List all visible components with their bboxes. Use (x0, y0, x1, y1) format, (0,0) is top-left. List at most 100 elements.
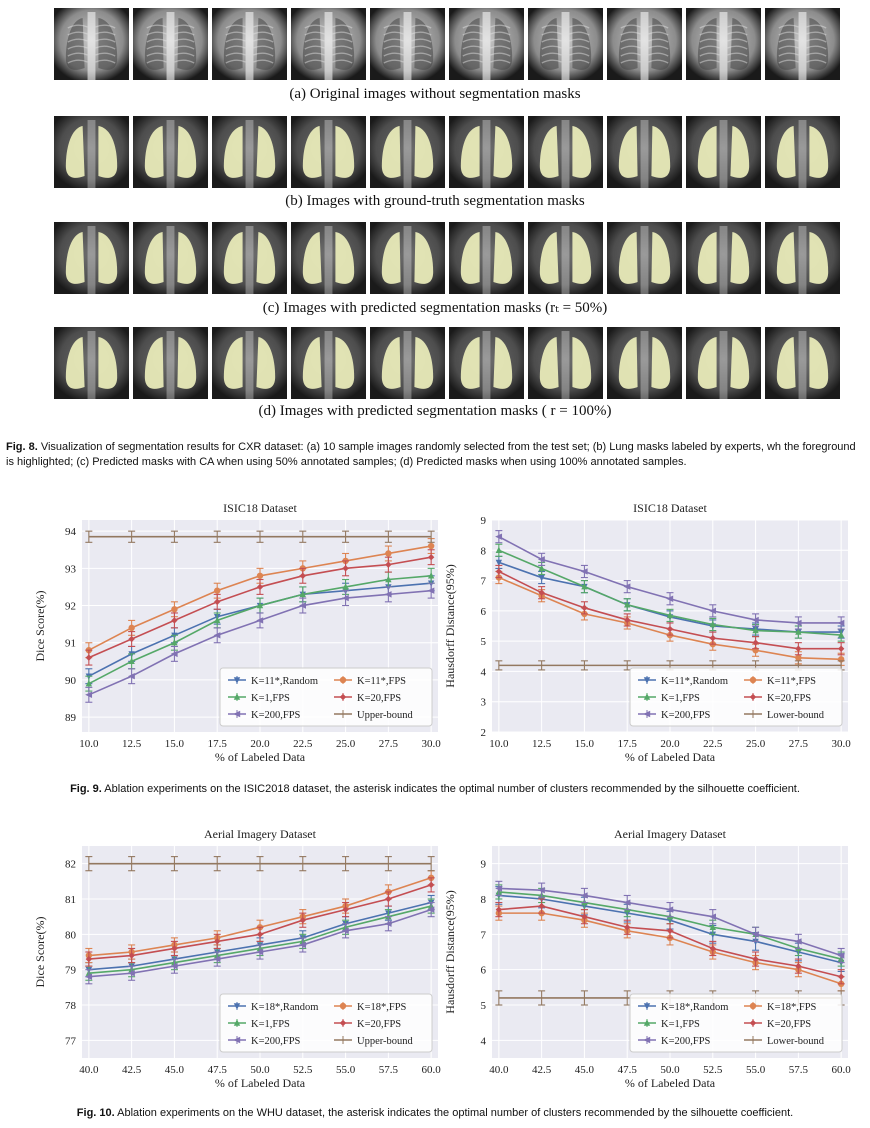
cxr-thumbnail (370, 8, 445, 80)
data-point (643, 677, 651, 684)
y-tick-label: 81 (65, 894, 76, 906)
x-axis-label: % of Labeled Data (215, 1076, 306, 1090)
y-tick-label: 90 (65, 675, 77, 687)
legend-label: Lower-bound (767, 1036, 825, 1047)
x-tick-label: 57.5 (789, 1064, 809, 1076)
data-point (749, 676, 757, 684)
data-point (170, 962, 178, 970)
legend-label: K=200,FPS (251, 1036, 301, 1047)
data-point (749, 693, 757, 701)
fig10-text: Ablation experiments on the WHU dataset,… (117, 1107, 794, 1119)
data-point (837, 619, 845, 627)
legend-box (219, 667, 433, 727)
x-tick-label: 55.0 (336, 1064, 356, 1076)
data-point (385, 561, 392, 568)
data-point (233, 1019, 241, 1026)
data-point (581, 582, 588, 590)
chart-title: ISIC18 Dataset (633, 501, 707, 515)
data-point (427, 553, 435, 561)
data-point (127, 970, 135, 977)
data-point (213, 632, 221, 639)
y-tick-label: 9 (481, 515, 487, 527)
cxr-thumbnail (54, 8, 129, 80)
series-3 (85, 877, 435, 967)
y-tick-label: 8 (481, 894, 487, 906)
data-point (537, 556, 545, 563)
chart-title: Aerial Imagery Dataset (204, 827, 317, 841)
cxr-thumbnail (291, 327, 366, 399)
series-4 (85, 582, 435, 703)
data-point (538, 574, 545, 582)
x-tick-label: 55.0 (746, 1064, 766, 1076)
x-tick-label: 10.0 (79, 738, 99, 750)
fig10-label: Fig. 10. (76, 1107, 115, 1119)
cxr-strip-a (54, 8, 840, 80)
legend-label: K=20,FPS (767, 693, 811, 704)
legend-box (629, 667, 843, 727)
data-point (233, 677, 241, 684)
chart-whu-hd-svg: 4 5 6 7 8 9 40.0 42.5 45.0 47.5 50.0 52.5 55.0 57.5 60… (443, 827, 851, 1090)
data-point (643, 693, 651, 700)
legend-label: Lower-bound (767, 710, 825, 721)
x-tick-label: 15.0 (165, 738, 185, 750)
data-point (666, 595, 674, 602)
cxr-thumbnail (449, 222, 524, 294)
cxr-thumbnail (528, 327, 603, 399)
fig8-caption: Fig. 8. Visualization of segmentation re… (6, 440, 864, 470)
cxr-thumbnail (607, 8, 682, 80)
x-tick-label: 57.5 (379, 1064, 399, 1076)
x-tick-label: 42.5 (122, 1064, 142, 1076)
y-tick-label: 2 (481, 727, 487, 739)
y-tick-label: 6 (481, 606, 487, 618)
fig10-caption: Fig. 10. Ablation experiments on the WHU… (6, 1106, 864, 1121)
data-point (751, 931, 759, 938)
data-point (709, 923, 716, 930)
x-tick-label: 40.0 (489, 1064, 509, 1076)
data-point (233, 693, 241, 700)
legend-label: K=11*,Random (661, 676, 728, 687)
panel-caption-d: (d) Images with predicted segmentation m… (258, 403, 612, 419)
legend-label: K=18*,FPS (357, 1002, 407, 1013)
data-point (837, 952, 845, 959)
legend-label: K=20,FPS (767, 1019, 811, 1030)
x-tick-label: 60.0 (422, 1064, 442, 1076)
cxr-thumbnail (765, 327, 840, 399)
x-tick-label: 25.0 (746, 738, 766, 750)
cxr-thumbnail (686, 8, 761, 80)
data-point (623, 583, 631, 590)
legend-label: Upper-bound (357, 710, 414, 721)
data-point (495, 906, 503, 913)
x-tick-label: 10.0 (489, 738, 509, 750)
cxr-thumbnail (528, 222, 603, 294)
data-point (709, 913, 716, 920)
legend-label: K=18*,Random (251, 1002, 318, 1013)
cxr-thumbnail (765, 222, 840, 294)
legend-label: K=1,FPS (661, 693, 700, 704)
data-point (213, 955, 221, 963)
y-tick-label: 8 (481, 545, 487, 557)
data-point (427, 587, 435, 594)
x-tick-label: 15.0 (575, 738, 595, 750)
y-tick-label: 89 (65, 712, 77, 724)
data-point (384, 920, 392, 927)
panel-caption-a: (a) Original images without segmentation… (289, 86, 581, 102)
data-point (170, 650, 178, 658)
data-point (342, 583, 349, 590)
y-tick-label: 7 (481, 576, 487, 588)
data-point (751, 616, 759, 624)
chart-isic-dice: 89 90 91 92 93 94 10.0 12.5 15.0 17.5 20.0 22.5 25.0… (30, 492, 450, 767)
data-point (643, 1019, 651, 1026)
x-tick-label: 52.5 (293, 1064, 313, 1076)
data-point (256, 572, 264, 579)
data-point (339, 1019, 347, 1027)
fig8-text: Visualization of segmentation results fo… (6, 441, 856, 468)
chart-whu-dice: 77 78 79 80 81 82 40.0 42.5 45.0 47.5 50.0 52.5 55.0… (30, 818, 450, 1093)
cxr-thumbnail (686, 116, 761, 188)
data-point (709, 634, 716, 642)
cxr-thumbnail (765, 116, 840, 188)
data-point (341, 927, 349, 934)
data-point (256, 601, 264, 609)
data-point (666, 906, 674, 913)
chart-title: Aerial Imagery Dataset (614, 827, 727, 841)
y-axis-label: Hausdorff Distance(95%) (443, 564, 457, 687)
